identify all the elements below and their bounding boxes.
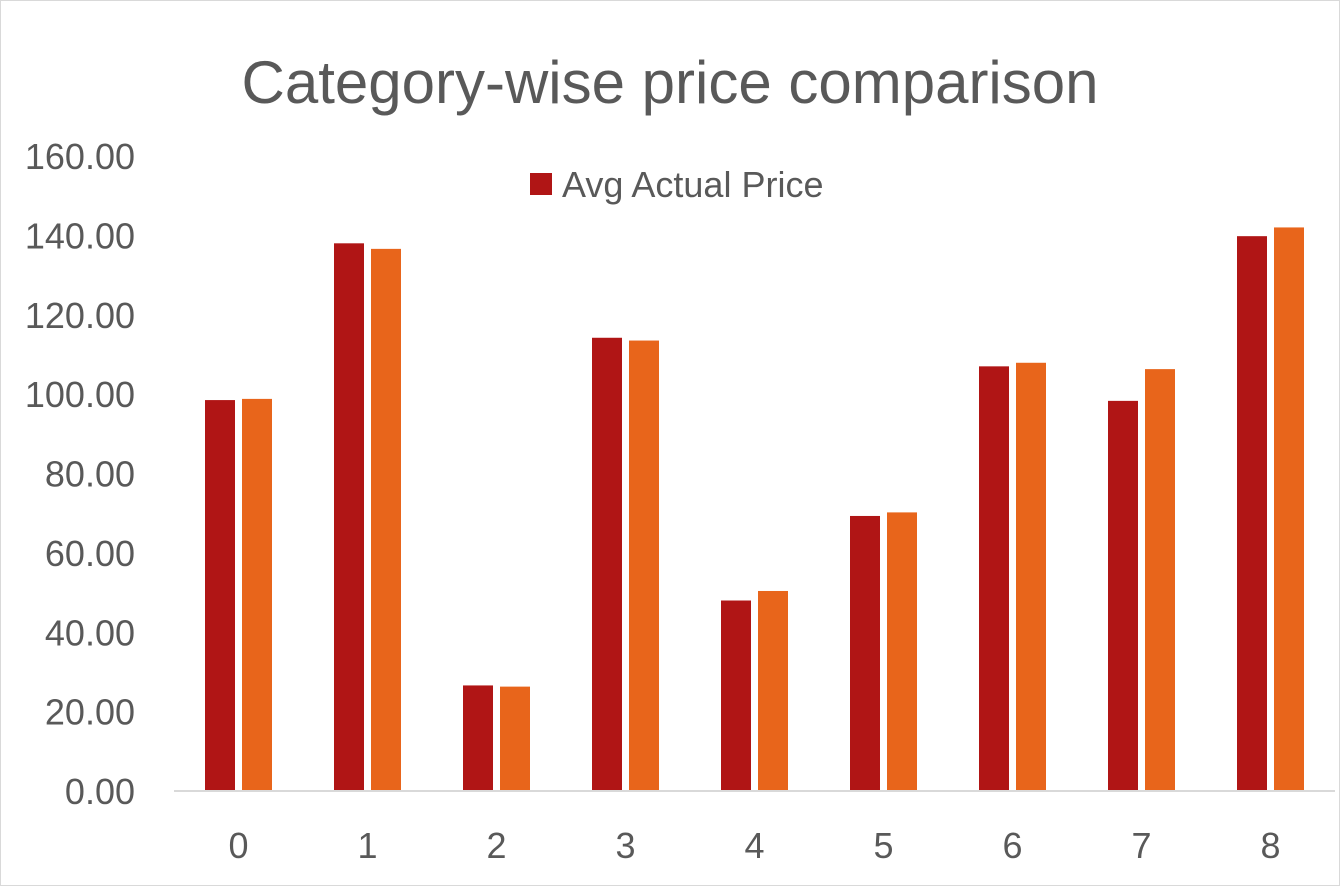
- y-tick-label: 140.00: [25, 215, 135, 256]
- bar-series-0-category-0: [205, 400, 235, 791]
- x-tick-label: 7: [1131, 825, 1151, 866]
- bar-series-1-category-7: [1145, 369, 1175, 791]
- bar-series-1-category-1: [371, 248, 401, 791]
- bar-series-0-category-7: [1108, 400, 1138, 791]
- bar-series-0-category-4: [721, 600, 751, 791]
- y-tick-label: 20.00: [45, 692, 135, 733]
- y-tick-label: 0.00: [65, 771, 135, 812]
- x-tick-label: 3: [615, 825, 635, 866]
- x-axis-tick-labels: 0 1 2 3 4 5 6 7 8: [228, 825, 1280, 866]
- bar-series-group: [205, 227, 1304, 791]
- y-tick-label: 80.00: [45, 454, 135, 495]
- legend-label: Avg Actual Price: [562, 164, 823, 205]
- bar-series-0-category-1: [334, 243, 364, 791]
- bar-series-1-category-8: [1274, 227, 1304, 791]
- bar-series-1-category-3: [629, 340, 659, 791]
- bar-series-0-category-8: [1237, 236, 1267, 791]
- x-tick-label: 6: [1002, 825, 1022, 866]
- bar-series-1-category-5: [887, 512, 917, 791]
- bar-series-1-category-2: [500, 686, 530, 791]
- x-tick-label: 0: [228, 825, 248, 866]
- bar-series-1-category-6: [1016, 362, 1046, 791]
- y-tick-label: 100.00: [25, 374, 135, 415]
- bar-series-0-category-2: [463, 685, 493, 791]
- x-tick-label: 2: [486, 825, 506, 866]
- x-tick-label: 1: [357, 825, 377, 866]
- y-axis-tick-labels: 0.00 20.00 40.00 60.00 80.00 100.00 120.00 140.…: [25, 136, 135, 812]
- bar-series-1-category-0: [242, 398, 272, 791]
- y-tick-label: 160.00: [25, 136, 135, 177]
- y-tick-label: 40.00: [45, 612, 135, 653]
- chart-title: Category-wise price comparison: [242, 49, 1099, 116]
- y-tick-label: 120.00: [25, 295, 135, 336]
- bar-series-0-category-5: [850, 515, 880, 791]
- chart-legend: Avg Actual Price: [530, 164, 823, 205]
- bar-series-1-category-4: [758, 590, 788, 791]
- x-tick-label: 4: [744, 825, 764, 866]
- bar-series-0-category-3: [592, 337, 622, 791]
- x-tick-label: 8: [1260, 825, 1280, 866]
- x-tick-label: 5: [873, 825, 893, 866]
- y-tick-label: 60.00: [45, 533, 135, 574]
- bar-series-0-category-6: [979, 366, 1009, 791]
- legend-swatch: [530, 173, 552, 195]
